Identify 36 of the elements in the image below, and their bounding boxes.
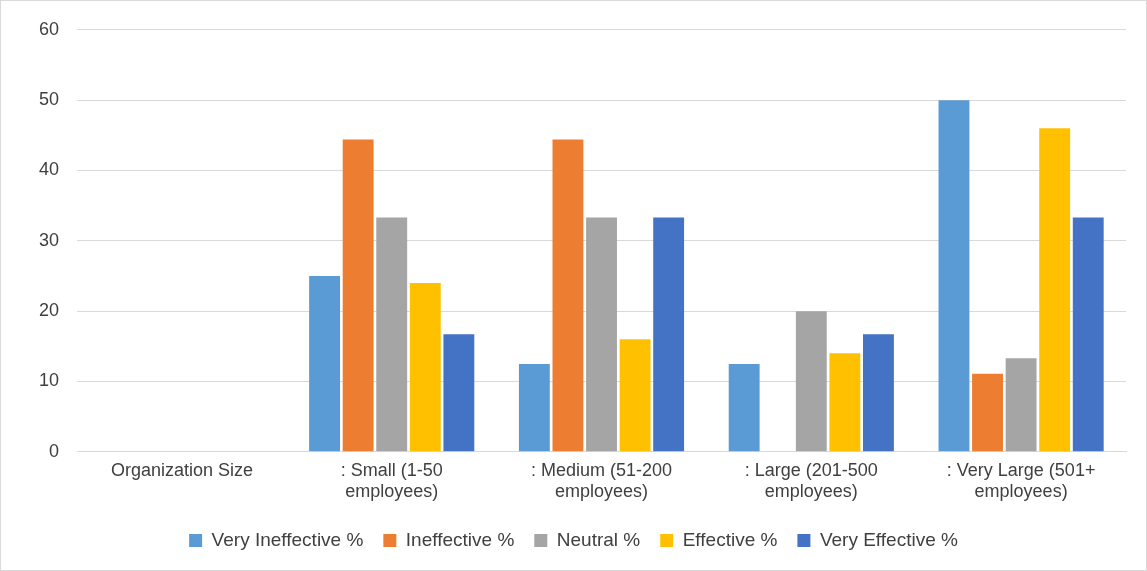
x-tick-label: : Very Large (501+ employees) (946, 459, 1096, 502)
y-tick-label: 30 (38, 229, 60, 250)
bar (653, 217, 685, 452)
bar (309, 275, 341, 452)
y-tick-label: 0 (49, 440, 60, 461)
bar (972, 373, 1003, 452)
bar (552, 139, 584, 452)
x-tick-label: : Large (201-500 employees) (744, 459, 878, 502)
x-tick-label: : Medium (51-200 employees) (530, 459, 673, 502)
bar (342, 139, 374, 452)
x-tick-label: : Small (1-50 employees) (340, 459, 443, 502)
legend-label: Ineffective % (405, 528, 515, 550)
bar (1005, 358, 1037, 452)
y-tick-label: 20 (38, 300, 60, 321)
bar (1072, 217, 1104, 452)
legend-label: Neutral % (556, 528, 641, 550)
bar (518, 363, 550, 452)
x-tick-label: Organization Size (110, 459, 253, 480)
legend-label: Effective % (682, 528, 778, 550)
bar (728, 363, 760, 452)
legend-label: Very Ineffective % (211, 528, 364, 550)
bar (376, 217, 408, 452)
legend-label: Very Effective % (819, 528, 958, 550)
bar (1039, 128, 1071, 452)
bar (443, 334, 475, 452)
bar (586, 217, 617, 452)
bar (795, 311, 827, 452)
bar (863, 334, 894, 452)
bar (619, 339, 651, 452)
bar (409, 283, 441, 452)
bar (829, 353, 861, 452)
y-tick-label: 40 (38, 159, 60, 180)
y-tick-label: 60 (38, 18, 60, 39)
y-tick-label: 50 (38, 89, 60, 110)
bar (938, 100, 970, 452)
y-tick-label: 10 (38, 370, 60, 391)
